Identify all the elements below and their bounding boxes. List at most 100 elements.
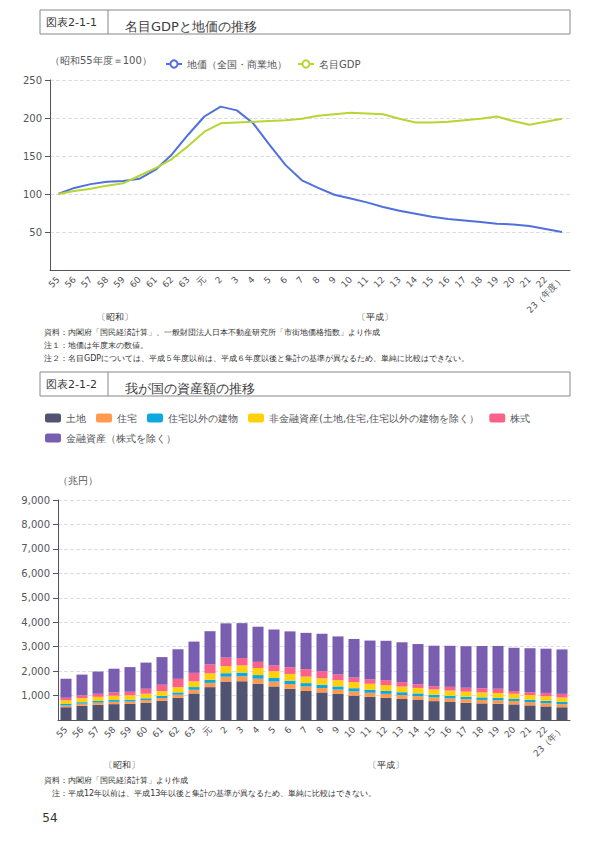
svg-text:（昭和55年度＝100）: （昭和55年度＝100） [50, 55, 152, 66]
svg-text:10: 10 [339, 274, 354, 289]
svg-text:図表2-1-2: 図表2-1-2 [46, 378, 97, 391]
svg-text:資料：内閣府「国民経済計算」より作成: 資料：内閣府「国民経済計算」より作成 [44, 776, 188, 785]
svg-text:〔昭和〕: 〔昭和〕 [97, 312, 133, 322]
svg-text:住宅以外の建物: 住宅以外の建物 [168, 413, 238, 424]
svg-text:20: 20 [502, 724, 517, 739]
svg-text:19: 19 [486, 724, 501, 739]
svg-text:21: 21 [518, 274, 533, 289]
svg-text:13: 13 [388, 274, 403, 289]
svg-text:6: 6 [282, 724, 293, 735]
svg-text:18: 18 [470, 724, 485, 739]
svg-text:5: 5 [262, 274, 273, 285]
svg-text:〔平成〕: 〔平成〕 [357, 312, 393, 322]
svg-text:住宅: 住宅 [117, 413, 137, 424]
svg-text:15: 15 [422, 724, 437, 739]
svg-text:50: 50 [29, 227, 42, 238]
svg-text:61: 61 [150, 724, 165, 739]
svg-text:6,000: 6,000 [21, 568, 50, 579]
svg-text:2,000: 2,000 [21, 666, 50, 677]
svg-text:61: 61 [144, 274, 159, 289]
svg-text:12: 12 [372, 274, 387, 289]
svg-text:9: 9 [327, 274, 338, 285]
svg-text:62: 62 [166, 724, 181, 739]
svg-text:60: 60 [134, 724, 149, 739]
svg-text:3,000: 3,000 [21, 641, 50, 652]
svg-text:55: 55 [54, 724, 69, 739]
svg-text:9,000: 9,000 [21, 495, 50, 506]
svg-text:60: 60 [128, 274, 143, 289]
svg-text:8: 8 [314, 724, 325, 735]
svg-text:54: 54 [42, 811, 57, 825]
svg-text:16: 16 [437, 274, 452, 289]
svg-text:名目GDPと地価の推移: 名目GDPと地価の推移 [125, 19, 257, 34]
svg-text:63: 63 [177, 274, 192, 289]
svg-text:名目GDP: 名目GDP [319, 59, 360, 70]
svg-text:元: 元 [194, 274, 207, 287]
svg-text:14: 14 [404, 274, 419, 289]
svg-text:地価（全国・商業地）: 地価（全国・商業地） [186, 59, 287, 70]
svg-text:注１：地価は年度末の数値。: 注１：地価は年度末の数値。 [44, 341, 148, 350]
svg-text:（兆円）: （兆円） [58, 475, 98, 486]
svg-text:19: 19 [485, 274, 500, 289]
svg-text:100: 100 [23, 189, 42, 200]
svg-text:59: 59 [112, 274, 127, 289]
svg-text:150: 150 [23, 151, 42, 162]
svg-text:図表2-1-1: 図表2-1-1 [46, 16, 97, 29]
svg-text:57: 57 [79, 274, 94, 289]
svg-text:金融資産（株式を除く）: 金融資産（株式を除く） [66, 433, 176, 444]
svg-text:17: 17 [453, 274, 468, 289]
svg-text:我が国の資産額の推移: 我が国の資産額の推移 [125, 381, 255, 396]
svg-text:8: 8 [311, 274, 322, 285]
svg-text:〔昭和〕: 〔昭和〕 [104, 760, 140, 770]
svg-text:23（年度）: 23（年度） [525, 274, 566, 315]
svg-text:2: 2 [218, 724, 229, 735]
svg-text:7: 7 [298, 724, 309, 735]
svg-text:5,000: 5,000 [21, 592, 50, 603]
svg-text:200: 200 [23, 113, 42, 124]
svg-text:11: 11 [355, 274, 370, 289]
svg-text:55: 55 [47, 274, 62, 289]
svg-text:12: 12 [374, 724, 389, 739]
svg-text:23（年）: 23（年） [531, 724, 565, 758]
svg-text:5: 5 [266, 724, 277, 735]
svg-text:16: 16 [438, 724, 453, 739]
svg-text:15: 15 [420, 274, 435, 289]
svg-text:4,000: 4,000 [21, 617, 50, 628]
svg-text:6: 6 [278, 274, 289, 285]
svg-text:資料：内閣府「国民経済計算」、一般財団法人日本不動産研究所「: 資料：内閣府「国民経済計算」、一般財団法人日本不動産研究所「市街地価格指数」より… [44, 328, 380, 337]
svg-text:58: 58 [102, 724, 117, 739]
svg-text:8,000: 8,000 [21, 519, 50, 530]
svg-text:注：平成12年以前は、平成13年以後と集計の基準が異なるため: 注：平成12年以前は、平成13年以後と集計の基準が異なるため、単純に比較はできな… [44, 789, 376, 798]
svg-text:11: 11 [358, 724, 373, 739]
svg-text:62: 62 [160, 274, 175, 289]
svg-text:注２：名目GDPについては、平成５年度以前は、平成６年度以後: 注２：名目GDPについては、平成５年度以前は、平成６年度以後と集計の基準が異なる… [44, 354, 469, 363]
svg-text:4: 4 [246, 274, 257, 285]
svg-text:7: 7 [294, 274, 305, 285]
svg-text:57: 57 [86, 724, 101, 739]
svg-text:17: 17 [454, 724, 469, 739]
svg-text:59: 59 [118, 724, 133, 739]
svg-text:13: 13 [390, 724, 405, 739]
svg-text:250: 250 [23, 75, 42, 86]
svg-text:14: 14 [406, 724, 421, 739]
svg-text:21: 21 [518, 724, 533, 739]
svg-text:18: 18 [469, 274, 484, 289]
svg-text:3: 3 [234, 724, 245, 735]
svg-text:7,000: 7,000 [21, 543, 50, 554]
svg-text:土地: 土地 [66, 413, 86, 424]
svg-text:58: 58 [95, 274, 110, 289]
svg-text:2: 2 [213, 274, 224, 285]
svg-text:20: 20 [502, 274, 517, 289]
svg-text:9: 9 [330, 724, 341, 735]
svg-text:56: 56 [63, 274, 78, 289]
svg-text:3: 3 [229, 274, 240, 285]
svg-text:1,000: 1,000 [21, 690, 50, 701]
svg-text:株式: 株式 [509, 413, 530, 424]
svg-text:4: 4 [250, 724, 261, 735]
svg-text:10: 10 [342, 724, 357, 739]
svg-text:非金融資産(土地,住宅,住宅以外の建物を除く）: 非金融資産(土地,住宅,住宅以外の建物を除く） [269, 413, 479, 424]
svg-text:63: 63 [182, 724, 197, 739]
svg-text:〔平成〕: 〔平成〕 [368, 760, 404, 770]
svg-text:56: 56 [70, 724, 85, 739]
svg-text:元: 元 [200, 724, 213, 737]
